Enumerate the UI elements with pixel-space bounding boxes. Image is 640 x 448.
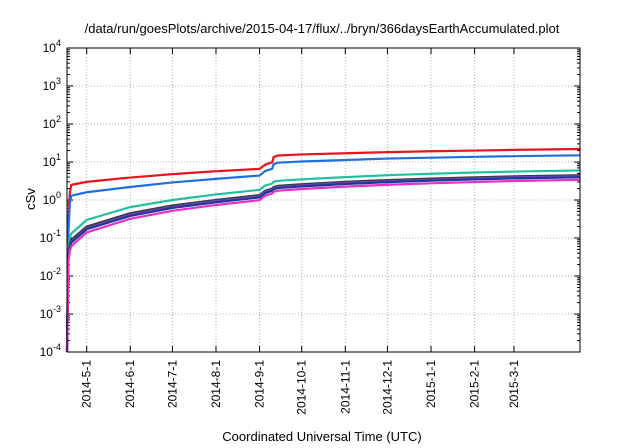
y-tick-exponent: -3 bbox=[53, 304, 61, 314]
x-tick-label: 2014-9-1 bbox=[253, 360, 267, 408]
series-line-7 bbox=[65, 178, 581, 353]
y-tick-label: 103 bbox=[43, 76, 61, 93]
x-tick-label: 2015-3-1 bbox=[507, 360, 521, 408]
series-line-1 bbox=[65, 147, 581, 353]
y-tick-base: 10 bbox=[43, 79, 57, 93]
series-line-4 bbox=[65, 174, 581, 353]
y-tick-label: 10-1 bbox=[40, 228, 61, 245]
y-axis-label: cSv bbox=[23, 188, 38, 210]
x-tick-label: 2015-1-1 bbox=[424, 360, 438, 408]
y-tick-exponent: -4 bbox=[53, 342, 61, 352]
y-tick-base: 10 bbox=[43, 41, 57, 55]
y-tick-base: 10 bbox=[40, 307, 54, 321]
y-tick-exponent: -1 bbox=[53, 228, 61, 238]
chart-title: /data/run/goesPlots/archive/2015-04-17/f… bbox=[85, 21, 560, 36]
y-tick-label: 10-3 bbox=[40, 304, 61, 321]
y-tick-base: 10 bbox=[43, 193, 57, 207]
x-tick-label: 2014-11-1 bbox=[338, 360, 352, 414]
y-tick-label: 10-4 bbox=[40, 342, 61, 359]
plot-frame bbox=[66, 47, 581, 353]
y-tick-label: 104 bbox=[43, 38, 61, 55]
y-tick-exponent: 2 bbox=[56, 114, 61, 124]
grid bbox=[67, 47, 580, 353]
x-axis-label: Coordinated Universal Time (UTC) bbox=[222, 429, 421, 444]
y-tick-label: 100 bbox=[43, 190, 61, 207]
y-tick-exponent: -2 bbox=[53, 266, 61, 276]
y-tick-base: 10 bbox=[43, 117, 57, 131]
x-tick-label: 2014-5-1 bbox=[80, 360, 94, 408]
x-tick-labels: 2014-5-1 2014-6-1 2014-7-1 2014-8-1 2014-9-1… bbox=[80, 360, 521, 415]
y-tick-exponent: 1 bbox=[56, 152, 61, 162]
series-line-3 bbox=[65, 169, 581, 353]
y-tick-exponent: 0 bbox=[56, 190, 61, 200]
y-tick-base: 10 bbox=[40, 345, 54, 359]
series-layer bbox=[65, 147, 581, 353]
y-tick-exponent: 4 bbox=[56, 38, 61, 48]
y-tick-label: 102 bbox=[43, 114, 61, 131]
y-tick-exponent: 3 bbox=[56, 76, 61, 86]
tick-marks bbox=[67, 47, 580, 353]
series-line-2 bbox=[65, 154, 581, 353]
x-tick-label: 2014-7-1 bbox=[165, 360, 179, 408]
x-tick-label: 2014-10-1 bbox=[295, 360, 309, 415]
x-tick-label: 2014-12-1 bbox=[380, 360, 394, 415]
x-tick-label: 2015-2-1 bbox=[468, 360, 482, 408]
x-tick-label: 2014-6-1 bbox=[123, 360, 137, 408]
x-tick-label: 2014-8-1 bbox=[209, 360, 223, 408]
y-tick-base: 10 bbox=[40, 231, 54, 245]
y-tick-base: 10 bbox=[43, 155, 57, 169]
series-line-6 bbox=[65, 176, 581, 353]
y-tick-label: 10-2 bbox=[40, 266, 61, 283]
y-tick-base: 10 bbox=[40, 269, 54, 283]
y-tick-label: 101 bbox=[43, 152, 61, 169]
series-line-5 bbox=[65, 175, 581, 353]
